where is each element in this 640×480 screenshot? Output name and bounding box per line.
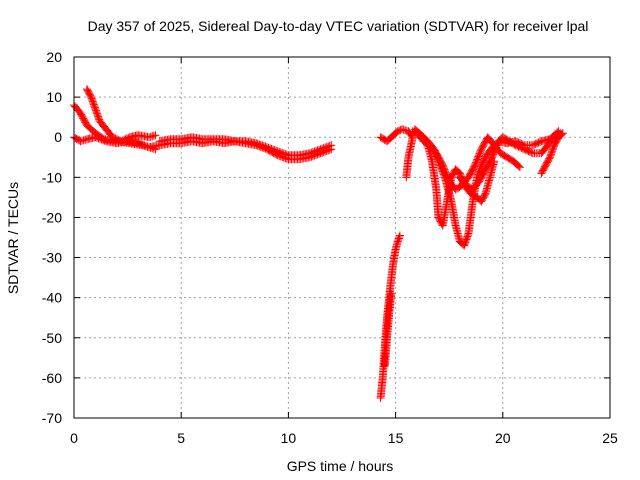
y-tick-label: 10 [46,89,62,105]
y-tick-label: 20 [46,49,62,65]
y-tick-labels: 20 10 0 -10 -20 -30 -40 -50 -60 -70 [42,49,62,426]
data-point [76,137,85,146]
series-sat-g [380,289,396,370]
x-tick-label: 20 [495,430,511,446]
data-point [327,141,336,150]
data-points [70,85,567,402]
x-tick-label: 5 [177,430,185,446]
data-point [402,173,411,182]
series-sat-n [537,129,567,178]
y-tick-label: -10 [42,169,62,185]
series-sat-c [82,85,160,146]
plot-frame [73,56,611,419]
y-tick-label: -70 [42,410,62,426]
data-point [399,125,408,134]
y-tick-label: -20 [42,209,62,225]
x-tick-label: 0 [70,430,78,446]
y-axis-label: SDTVAR / TECUs [5,182,21,294]
data-point [387,289,396,298]
x-tick-label: 25 [602,430,618,446]
data-point [395,232,404,241]
data-point [146,132,155,141]
data-point [325,141,334,150]
data-point [395,231,404,240]
x-axis-label: GPS time / hours [287,458,394,474]
data-point [401,126,410,135]
y-tick-label: -40 [42,290,62,306]
data-point [514,162,523,171]
series-sat-h [376,125,417,182]
data-point [79,136,88,145]
series-sat-e [155,133,336,160]
x-tick-labels: 0 5 10 15 20 25 [70,430,618,446]
x-tick-label: 10 [281,430,297,446]
data-point [398,125,407,134]
data-point [78,136,87,145]
y-tick-label: -50 [42,330,62,346]
y-tick-label: -60 [42,370,62,386]
x-tick-label: 15 [388,430,404,446]
data-point [149,131,158,140]
data-point [145,133,154,142]
series-sat-m [494,127,563,150]
grid-lines [74,57,610,418]
data-point [513,161,522,170]
data-point [557,130,566,139]
y-tick-label: 0 [54,129,62,145]
data-point [148,132,157,141]
data-point [151,131,160,140]
chart-title: Day 357 of 2025, Sidereal Day-to-day VTE… [88,18,589,34]
data-point [556,131,565,140]
y-tick-label: -30 [42,250,62,266]
data-point [558,129,567,138]
data-point [515,163,524,172]
